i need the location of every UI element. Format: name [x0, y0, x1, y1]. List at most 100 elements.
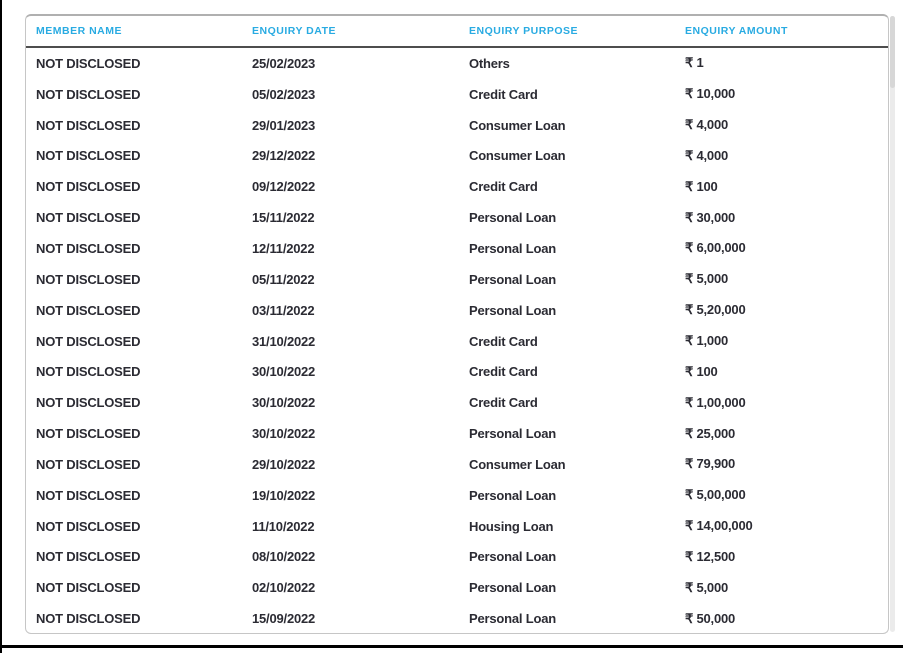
viewport-frame-bottom — [0, 645, 903, 648]
enquiry-purpose-cell: Personal Loan — [469, 302, 556, 318]
member-name-cell: NOT DISCLOSED — [36, 364, 141, 380]
enquiry-purpose-cell: Personal Loan — [469, 611, 556, 627]
enquiry-date-cell: 15/11/2022 — [252, 210, 315, 226]
member-name-cell: NOT DISCLOSED — [36, 456, 141, 472]
enquiry-purpose-cell: Consumer Loan — [469, 456, 566, 472]
enquiry-amount-cell: ₹ 100 — [685, 178, 718, 194]
enquiry-purpose-cell: Personal Loan — [469, 426, 556, 442]
table-row: NOT DISCLOSED 11/10/2022 Housing Loan ₹ 14,… — [26, 511, 888, 542]
enquiry-date-cell: 29/01/2023 — [252, 117, 316, 133]
enquiry-date-cell: 12/11/2022 — [252, 240, 315, 256]
table-row: NOT DISCLOSED 05/02/2023 Credit Card ₹ 10,0… — [26, 79, 888, 110]
enquiry-purpose-cell: Personal Loan — [469, 240, 556, 256]
table-row: NOT DISCLOSED 15/11/2022 Personal Loan ₹ 30… — [26, 202, 888, 233]
column-header-enquiry-amount: ENQUIRY AMOUNT — [685, 25, 788, 37]
enquiry-purpose-cell: Personal Loan — [469, 210, 556, 226]
enquiry-amount-cell: ₹ 6,00,000 — [685, 240, 746, 256]
vertical-scrollbar-track[interactable] — [890, 16, 895, 632]
enquiry-date-cell: 29/10/2022 — [252, 456, 316, 472]
enquiry-amount-cell: ₹ 25,000 — [685, 425, 736, 441]
column-header-enquiry-date: ENQUIRY DATE — [252, 25, 336, 37]
member-name-cell: NOT DISCLOSED — [36, 426, 141, 442]
table-row: NOT DISCLOSED 30/10/2022 Credit Card ₹ 100 — [26, 356, 888, 387]
enquiry-amount-cell: ₹ 79,900 — [685, 456, 736, 472]
enquiry-purpose-cell: Credit Card — [469, 86, 538, 102]
column-header-member-name: MEMBER NAME — [36, 25, 122, 37]
table-row: NOT DISCLOSED 02/10/2022 Personal Loan ₹ 5,… — [26, 572, 888, 603]
enquiry-table-card: MEMBER NAME ENQUIRY DATE ENQUIRY PURPOSE… — [25, 14, 889, 634]
member-name-cell: NOT DISCLOSED — [36, 395, 141, 411]
table-row: NOT DISCLOSED 05/11/2022 Personal Loan ₹ 5,… — [26, 264, 888, 295]
table-row: NOT DISCLOSED 19/10/2022 Personal Loan ₹ 5,… — [26, 480, 888, 511]
enquiry-date-cell: 11/10/2022 — [252, 518, 315, 534]
enquiry-amount-cell: ₹ 10,000 — [685, 86, 736, 102]
enquiry-date-cell: 02/10/2022 — [252, 580, 316, 596]
enquiry-purpose-cell: Credit Card — [469, 364, 538, 380]
enquiry-date-cell: 08/10/2022 — [252, 549, 316, 565]
enquiry-date-cell: 30/10/2022 — [252, 426, 316, 442]
member-name-cell: NOT DISCLOSED — [36, 333, 141, 349]
table-row: NOT DISCLOSED 15/09/2022 Personal Loan ₹ 50… — [26, 603, 888, 633]
table-row: NOT DISCLOSED 12/11/2022 Personal Loan ₹ 6,… — [26, 233, 888, 264]
enquiry-purpose-cell: Personal Loan — [469, 580, 556, 596]
enquiry-date-cell: 03/11/2022 — [252, 302, 315, 318]
member-name-cell: NOT DISCLOSED — [36, 55, 141, 71]
member-name-cell: NOT DISCLOSED — [36, 117, 141, 133]
enquiry-amount-cell: ₹ 5,00,000 — [685, 487, 746, 503]
column-header-enquiry-purpose: ENQUIRY PURPOSE — [469, 25, 579, 37]
table-row: NOT DISCLOSED 29/12/2022 Consumer Loan ₹ 4,… — [26, 141, 888, 172]
enquiry-purpose-cell: Personal Loan — [469, 549, 556, 565]
table-row: NOT DISCLOSED 29/10/2022 Consumer Loan ₹ 79… — [26, 449, 888, 480]
enquiry-purpose-cell: Others — [469, 55, 510, 71]
enquiry-date-cell: 29/12/2022 — [252, 148, 316, 164]
enquiry-date-cell: 30/10/2022 — [252, 364, 316, 380]
member-name-cell: NOT DISCLOSED — [36, 86, 141, 102]
enquiry-table-header-row: MEMBER NAME ENQUIRY DATE ENQUIRY PURPOSE… — [26, 16, 888, 48]
enquiry-date-cell: 30/10/2022 — [252, 395, 316, 411]
enquiry-amount-cell: ₹ 1 — [685, 55, 704, 71]
member-name-cell: NOT DISCLOSED — [36, 580, 141, 596]
member-name-cell: NOT DISCLOSED — [36, 549, 141, 565]
enquiry-amount-cell: ₹ 30,000 — [685, 209, 736, 225]
enquiry-date-cell: 15/09/2022 — [252, 611, 316, 627]
enquiry-date-cell: 25/02/2023 — [252, 55, 316, 71]
enquiry-amount-cell: ₹ 1,00,000 — [685, 394, 746, 410]
viewport-frame-left — [0, 0, 2, 653]
enquiry-amount-cell: ₹ 5,000 — [685, 271, 729, 287]
member-name-cell: NOT DISCLOSED — [36, 302, 141, 318]
table-row: NOT DISCLOSED 08/10/2022 Personal Loan ₹ 12… — [26, 542, 888, 573]
enquiry-purpose-cell: Personal Loan — [469, 271, 556, 287]
enquiry-amount-cell: ₹ 14,00,000 — [685, 518, 753, 534]
enquiry-purpose-cell: Credit Card — [469, 395, 538, 411]
member-name-cell: NOT DISCLOSED — [36, 210, 141, 226]
enquiry-date-cell: 09/12/2022 — [252, 179, 316, 195]
member-name-cell: NOT DISCLOSED — [36, 240, 141, 256]
enquiry-amount-cell: ₹ 5,000 — [685, 579, 729, 595]
enquiry-purpose-cell: Housing Loan — [469, 518, 554, 534]
member-name-cell: NOT DISCLOSED — [36, 271, 141, 287]
enquiry-purpose-cell: Personal Loan — [469, 487, 556, 503]
enquiry-amount-cell: ₹ 100 — [685, 363, 718, 379]
table-row: NOT DISCLOSED 25/02/2023 Others ₹ 1 — [26, 48, 888, 79]
enquiry-purpose-cell: Credit Card — [469, 333, 538, 349]
table-row: NOT DISCLOSED 31/10/2022 Credit Card ₹ 1,00… — [26, 326, 888, 357]
enquiry-amount-cell: ₹ 12,500 — [685, 548, 736, 564]
enquiry-purpose-cell: Consumer Loan — [469, 117, 566, 133]
enquiry-amount-cell: ₹ 1,000 — [685, 333, 729, 349]
table-row: NOT DISCLOSED 03/11/2022 Personal Loan ₹ 5,… — [26, 295, 888, 326]
member-name-cell: NOT DISCLOSED — [36, 148, 141, 164]
member-name-cell: NOT DISCLOSED — [36, 518, 141, 534]
enquiry-date-cell: 05/11/2022 — [252, 271, 315, 287]
table-row: NOT DISCLOSED 30/10/2022 Credit Card ₹ 1,00… — [26, 387, 888, 418]
enquiry-date-cell: 19/10/2022 — [252, 487, 316, 503]
vertical-scrollbar-thumb[interactable] — [890, 16, 895, 88]
enquiry-date-cell: 31/10/2022 — [252, 333, 316, 349]
table-row: NOT DISCLOSED 30/10/2022 Personal Loan ₹ 25… — [26, 418, 888, 449]
enquiry-amount-cell: ₹ 50,000 — [685, 610, 736, 626]
member-name-cell: NOT DISCLOSED — [36, 611, 141, 627]
table-row: NOT DISCLOSED 29/01/2023 Consumer Loan ₹ 4,… — [26, 110, 888, 141]
member-name-cell: NOT DISCLOSED — [36, 179, 141, 195]
enquiry-table-body: NOT DISCLOSED 25/02/2023 Others ₹ 1 NOT DISC… — [26, 48, 888, 633]
enquiry-amount-cell: ₹ 4,000 — [685, 147, 729, 163]
enquiry-amount-cell: ₹ 5,20,000 — [685, 302, 746, 318]
